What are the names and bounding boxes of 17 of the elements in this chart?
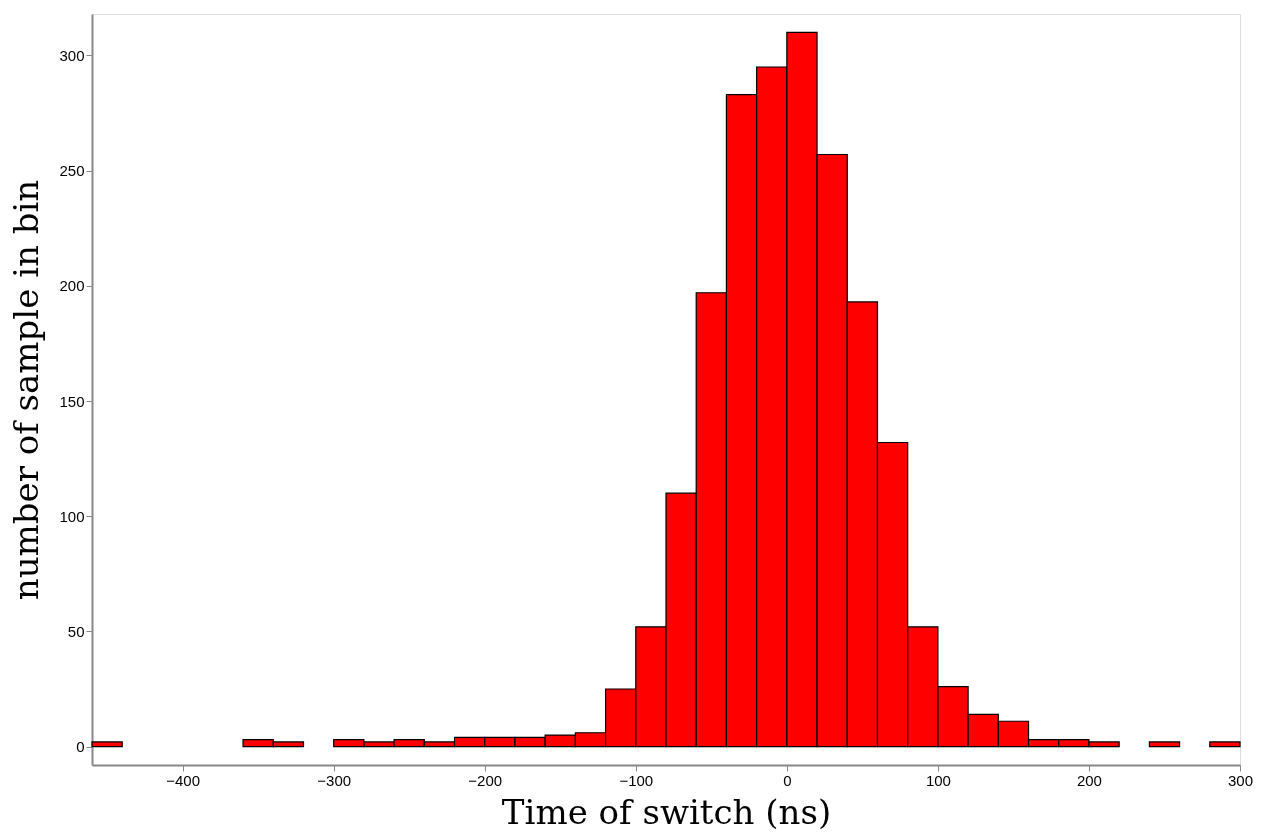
x-tick-label: −100: [619, 771, 654, 789]
y-axis-title: number of sample in bin: [6, 179, 47, 601]
x-tick-label: −300: [317, 771, 352, 789]
x-tick-label: −200: [468, 771, 503, 789]
y-tick-label: 100: [59, 507, 85, 525]
x-tick-label: 100: [925, 771, 951, 789]
y-tick-label: 150: [59, 392, 85, 410]
x-tick-label: −400: [166, 771, 201, 789]
y-tick-label: 50: [67, 622, 85, 640]
y-tick-label: 300: [59, 46, 85, 64]
y-tick-label: 250: [59, 162, 85, 180]
y-tick-label: 200: [59, 277, 85, 295]
x-tick-label: 0: [783, 771, 792, 789]
x-axis-title: Time of switch (ns): [501, 791, 832, 832]
y-tick-label: 0: [76, 738, 85, 756]
x-tick-label: 300: [1227, 771, 1254, 789]
x-tick-label: 200: [1076, 771, 1102, 789]
